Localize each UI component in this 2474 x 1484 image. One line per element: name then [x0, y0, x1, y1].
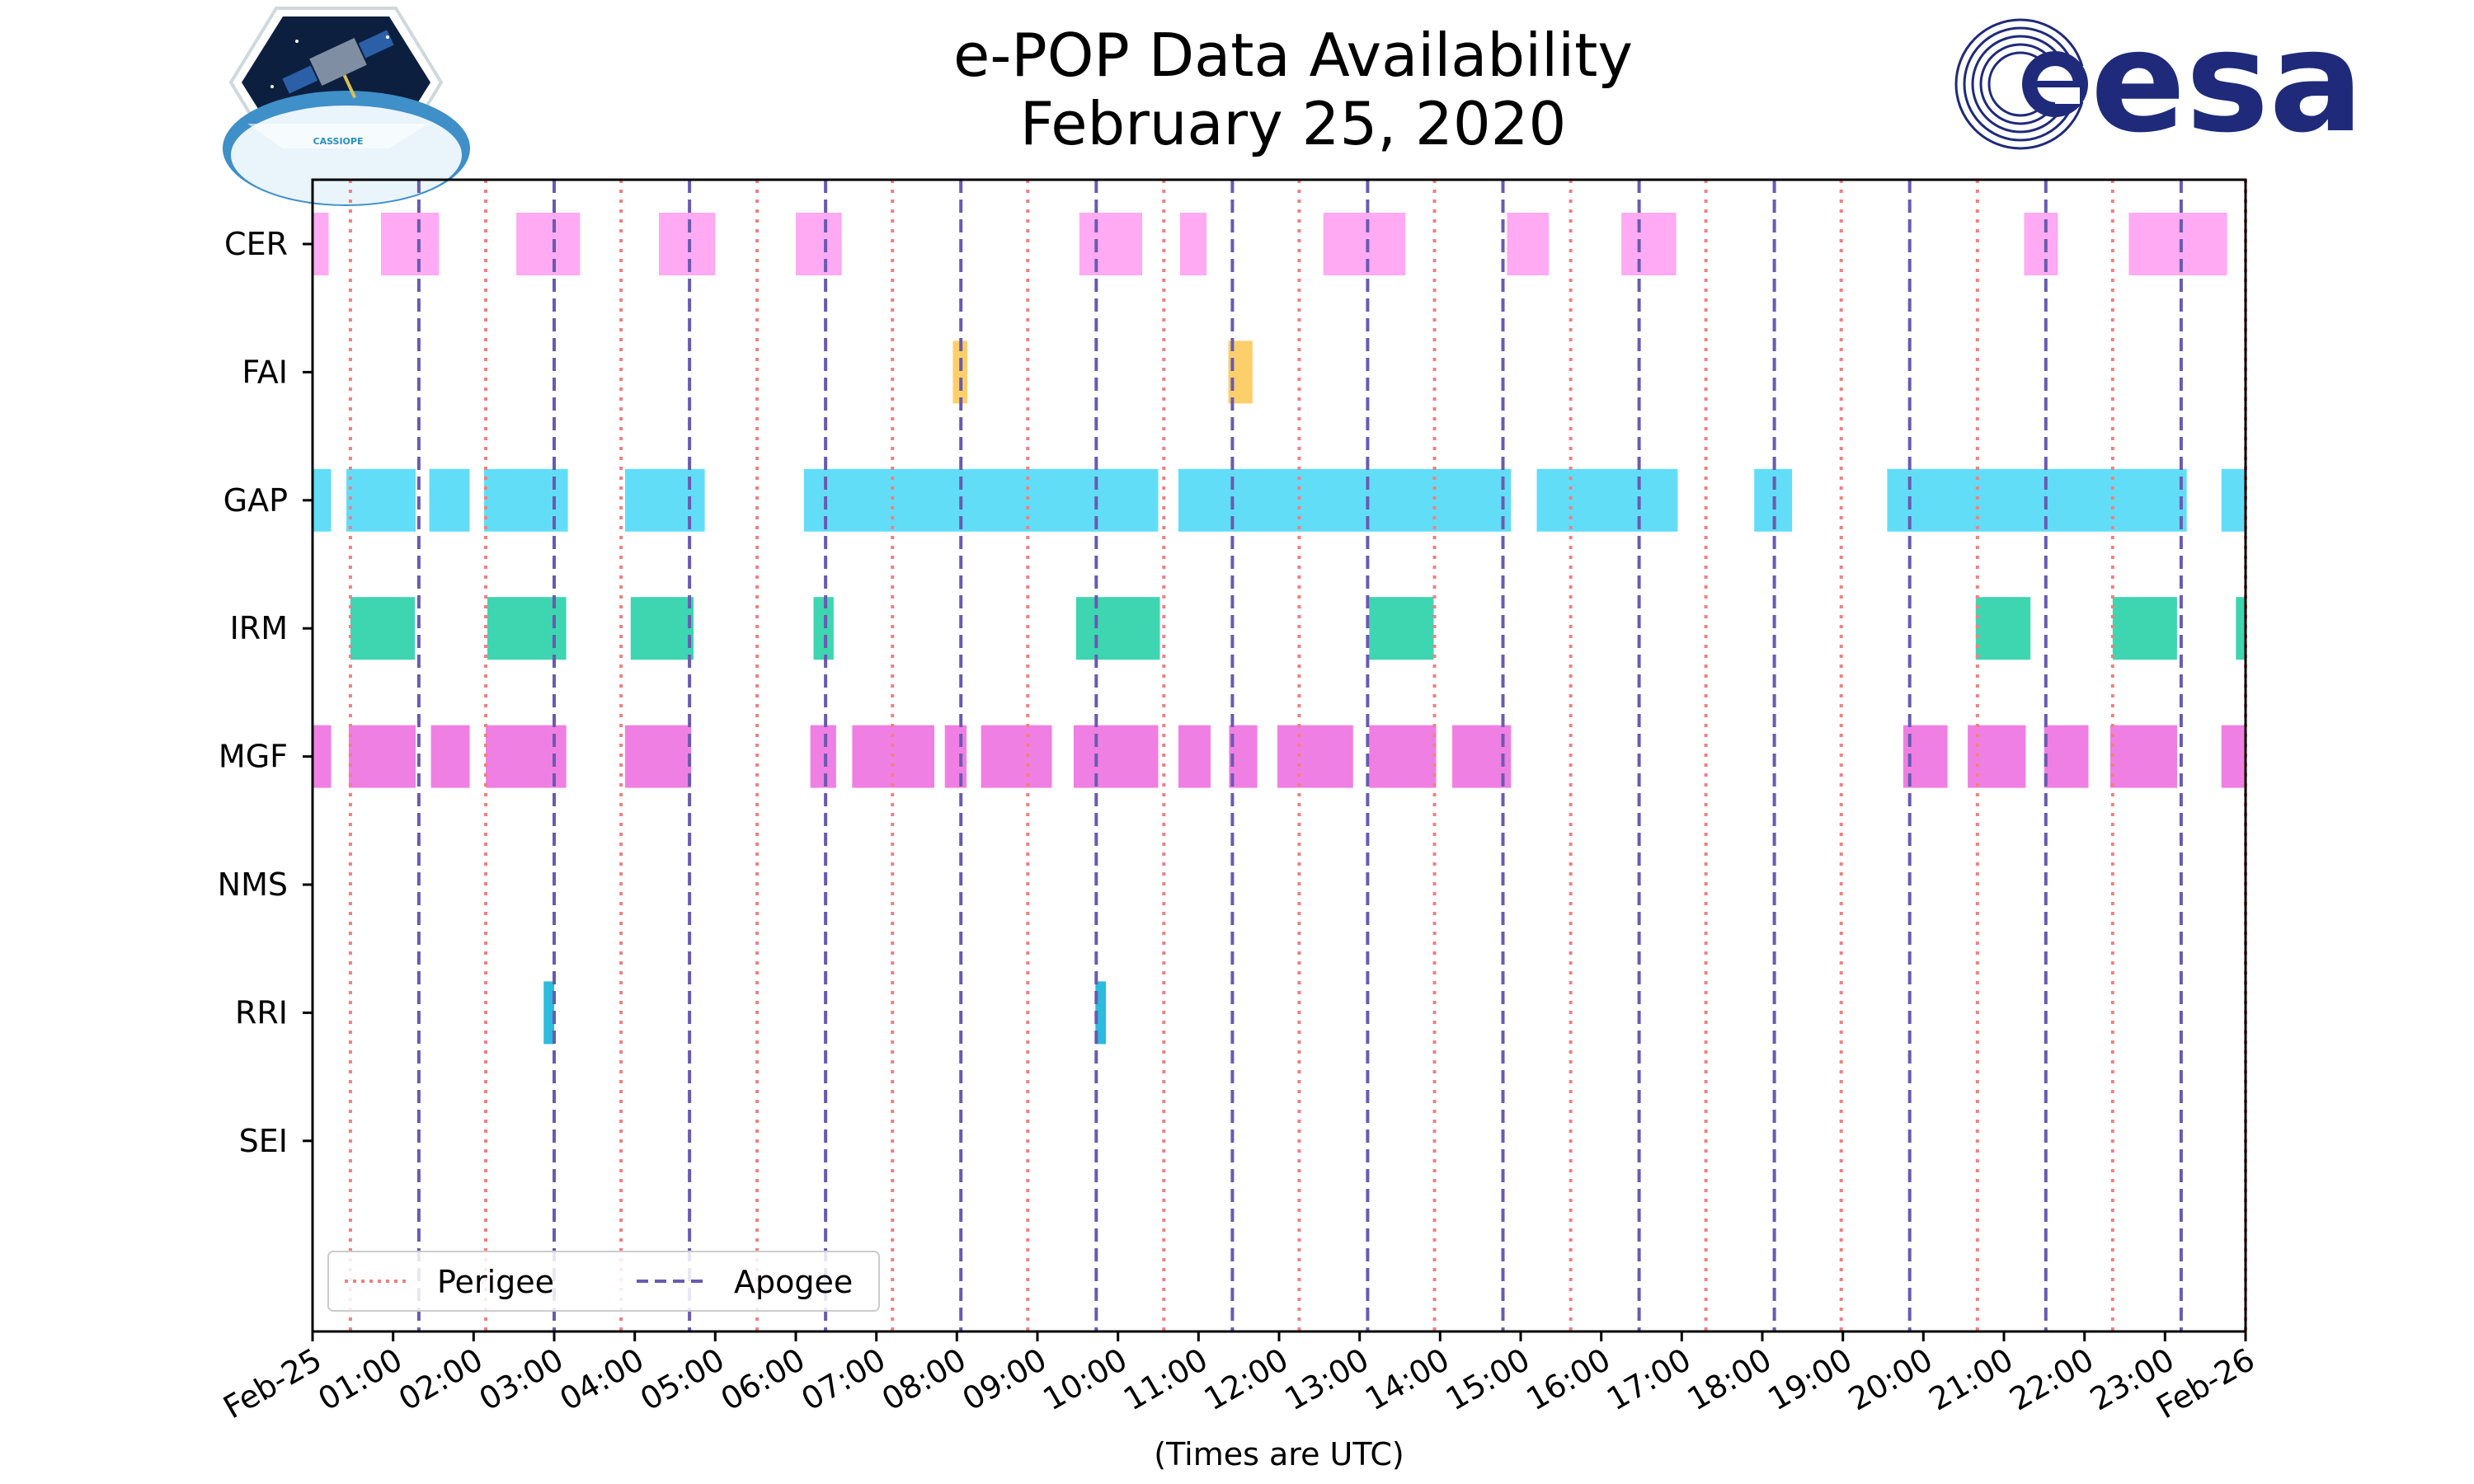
x-tick-label-20: 20:00	[1842, 1341, 1939, 1418]
bar-cer-5	[1079, 213, 1142, 275]
legend-apogee-label: Apogee	[734, 1264, 853, 1300]
bar-fai-0	[952, 340, 967, 404]
y-tick-label-mgf: MGF	[219, 739, 288, 775]
bar-mgf-5	[810, 725, 836, 788]
bar-irm-0	[350, 597, 415, 660]
esa-swirl-icon	[1954, 18, 2091, 150]
bar-mgf-7	[944, 725, 967, 788]
x-tick-label-17: 17:00	[1601, 1341, 1697, 1418]
y-tick-label-sei: SEI	[239, 1123, 288, 1159]
y-tick-label-cer: CER	[224, 226, 288, 262]
x-tick-label-2: 02:00	[393, 1341, 489, 1418]
x-tick-label-7: 07:00	[795, 1341, 891, 1418]
bar-mgf-0	[313, 725, 332, 788]
orbit-reference-lines	[348, 180, 2247, 1331]
bar-rri-0	[543, 981, 554, 1045]
bar-irm-8	[2236, 597, 2246, 660]
bar-cer-10	[2024, 213, 2058, 275]
bar-mgf-14	[1452, 725, 1512, 788]
bar-mgf-17	[2044, 725, 2089, 788]
bar-cer-1	[381, 213, 440, 275]
x-tick-label-3: 03:00	[473, 1341, 570, 1418]
bar-cer-11	[2128, 213, 2227, 275]
bar-rri-1	[1095, 981, 1106, 1045]
bar-irm-5	[1369, 597, 1434, 660]
bar-irm-6	[1975, 597, 2031, 660]
bar-mgf-9	[1073, 725, 1159, 788]
x-tick-label-19: 19:00	[1761, 1341, 1858, 1418]
x-tick-label-8: 08:00	[876, 1341, 972, 1418]
bar-mgf-10	[1178, 725, 1211, 788]
bar-mgf-2	[430, 725, 470, 788]
bar-mgf-13	[1369, 725, 1437, 788]
bar-gap-0	[313, 468, 332, 532]
x-tick-label-1: 01:00	[312, 1341, 408, 1418]
cassiope-badge-text: CASSIOPE	[313, 136, 364, 147]
x-tick-label-5: 05:00	[634, 1341, 731, 1418]
legend-perigee-label: Perigee	[437, 1264, 554, 1300]
legend: Perigee Apogee	[327, 1251, 880, 1312]
bar-cer-6	[1179, 213, 1207, 275]
x-axis-label: (Times are UTC)	[1154, 1436, 1404, 1472]
esa-logo: esa	[1954, 1, 2363, 164]
bar-gap-2	[429, 468, 470, 532]
y-tick-label-nms: NMS	[218, 866, 288, 903]
bar-mgf-18	[2109, 725, 2177, 788]
bar-gap-9	[1887, 468, 2187, 532]
x-tick-label-14: 14:00	[1359, 1341, 1456, 1418]
x-tick-label-10: 10:00	[1037, 1341, 1133, 1418]
bar-mgf-12	[1277, 725, 1353, 788]
bar-cer-8	[1507, 213, 1550, 275]
x-tick-label-9: 09:00	[957, 1341, 1053, 1418]
x-tick-label-18: 18:00	[1681, 1341, 1778, 1418]
bar-cer-4	[796, 213, 842, 275]
x-tick-label-21: 21:00	[1923, 1341, 2020, 1418]
bar-mgf-19	[2221, 725, 2246, 788]
bar-cer-2	[516, 213, 581, 275]
bar-gap-1	[346, 468, 416, 532]
x-tick-label-16: 16:00	[1520, 1341, 1616, 1418]
x-tick-label-12: 12:00	[1198, 1341, 1295, 1418]
esa-wordmark: esa	[2091, 1, 2363, 164]
bar-cer-0	[313, 213, 329, 275]
instrument-bars	[313, 213, 2246, 1045]
bar-mgf-4	[624, 725, 691, 788]
y-tick-label-fai: FAI	[242, 354, 288, 390]
bar-gap-10	[2221, 468, 2246, 532]
x-tick-label-15: 15:00	[1440, 1341, 1536, 1418]
bar-gap-7	[1536, 468, 1678, 532]
bar-irm-4	[1075, 597, 1160, 660]
bar-gap-6	[1178, 468, 1512, 532]
y-tick-label-rri: RRI	[235, 994, 288, 1031]
x-tick-label-11: 11:00	[1117, 1341, 1214, 1418]
chart-title-line-1: e-POP Data Availability	[953, 21, 1633, 90]
bar-gap-5	[803, 468, 1159, 532]
legend-box	[327, 1251, 880, 1312]
y-tick-label-gap: GAP	[223, 482, 288, 519]
bar-irm-3	[813, 597, 834, 660]
x-axis: Feb-2501:0002:0003:0004:0005:0006:0007:0…	[217, 1331, 2261, 1426]
bar-fai-1	[1228, 340, 1253, 404]
bar-irm-2	[630, 597, 694, 660]
bar-irm-7	[2112, 597, 2177, 660]
bar-cer-9	[1621, 213, 1677, 275]
bar-mgf-1	[348, 725, 416, 788]
x-tick-label-4: 04:00	[553, 1341, 650, 1418]
x-tick-label-6: 06:00	[715, 1341, 811, 1418]
bar-gap-4	[624, 468, 705, 532]
x-tick-label-0: Feb-25	[217, 1341, 327, 1426]
chart-title-line-2: February 25, 2020	[1020, 89, 1567, 158]
bar-cer-3	[659, 213, 716, 275]
y-axis: CER FAI GAP IRM MGF NMS RRI SEI	[218, 226, 313, 1159]
bar-mgf-8	[981, 725, 1052, 788]
x-tick-label-22: 22:00	[2003, 1341, 2100, 1418]
cassiope-logo: CASSIOPE	[223, 7, 470, 206]
bar-cer-7	[1323, 213, 1406, 275]
y-tick-label-irm: IRM	[230, 610, 288, 646]
x-tick-label-13: 13:00	[1278, 1341, 1375, 1418]
